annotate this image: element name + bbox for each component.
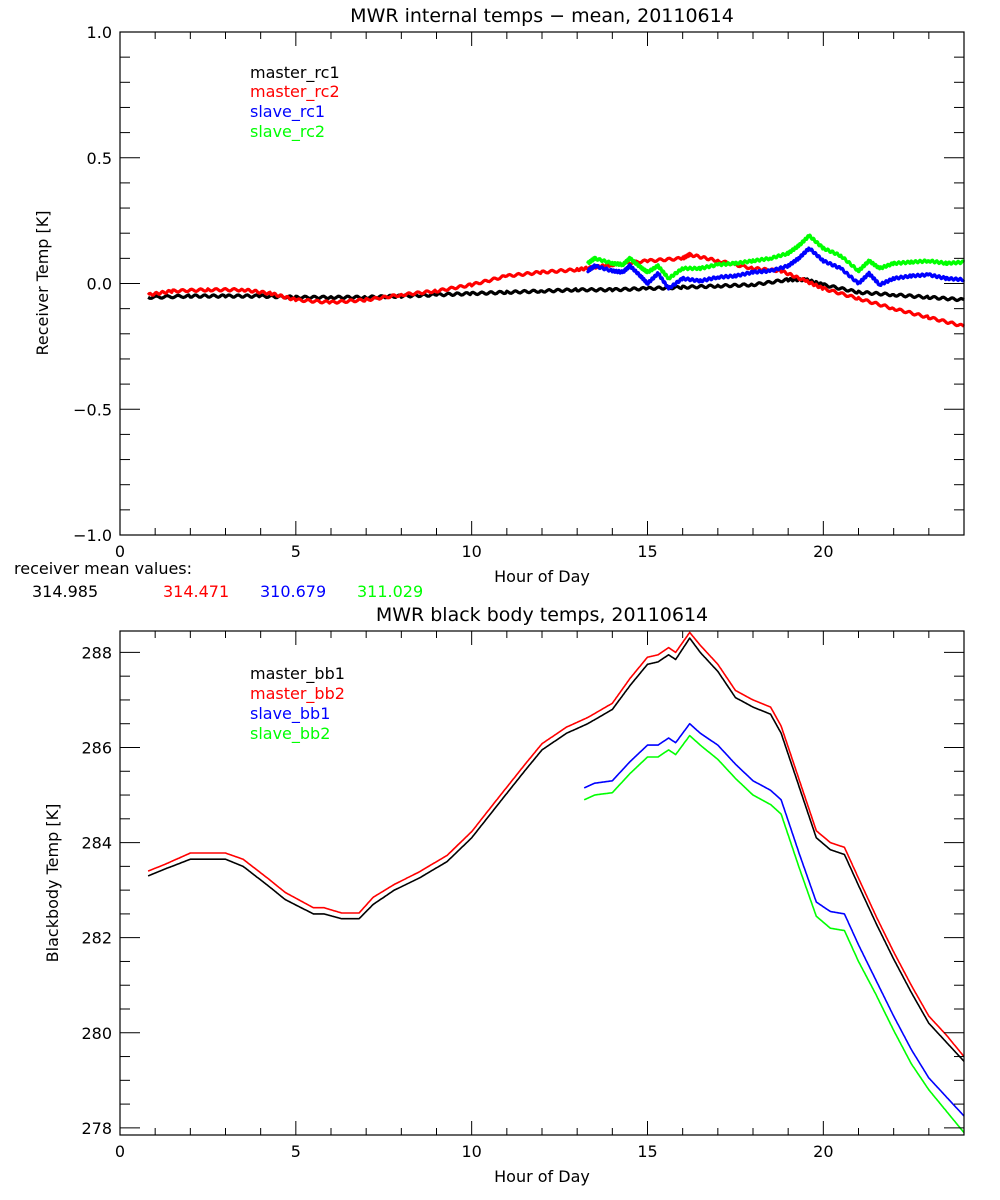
bottom-legend: master_bb1 master_bb2 slave_bb1 slave_bb… bbox=[250, 664, 345, 744]
top-plot-frame bbox=[119, 31, 965, 536]
receiver-mean-label: receiver mean values: bbox=[14, 559, 192, 578]
legend-slave-rc2: slave_rc2 bbox=[250, 122, 325, 142]
top-series-master-rc2 bbox=[146, 251, 965, 328]
top-chart-title: MWR internal temps − mean, 20110614 bbox=[350, 5, 734, 27]
bottom-y-tick-label: 280 bbox=[81, 1024, 112, 1043]
legend-slave-bb2: slave_bb2 bbox=[250, 724, 330, 744]
top-series-slave-rc1 bbox=[586, 246, 966, 291]
bottom-series-slave-bb1 bbox=[583, 722, 965, 1117]
bottom-x-tick-label: 5 bbox=[291, 1142, 301, 1161]
bottom-x-tick-label: 10 bbox=[461, 1142, 481, 1161]
bottom-x-tick-label: 15 bbox=[637, 1142, 657, 1161]
legend-master-rc1: master_rc1 bbox=[250, 63, 340, 83]
legend-slave-rc1: slave_rc1 bbox=[250, 102, 325, 122]
bottom-y-tick-label: 284 bbox=[81, 834, 112, 853]
top-x-tick-label: 5 bbox=[291, 542, 301, 561]
receiver-mean-value-slave-rc2: 311.029 bbox=[357, 582, 423, 601]
legend-master-bb1: master_bb1 bbox=[250, 664, 345, 684]
bottom-y-axis-label: Blackbody Temp [K] bbox=[43, 804, 62, 963]
top-y-axis-label: Receiver Temp [K] bbox=[33, 210, 52, 355]
top-x-axis-label: Hour of Day bbox=[494, 567, 590, 586]
blackbody-temp-panel: MWR black body temps, 20110614 0 5 10 15 20 2… bbox=[43, 604, 965, 1186]
top-y-tick-label: 0.5 bbox=[87, 149, 112, 168]
bottom-y-tick-label: 282 bbox=[81, 929, 112, 948]
legend-master-bb2: master_bb2 bbox=[250, 684, 345, 704]
bottom-plot-frame bbox=[119, 630, 965, 1136]
receiver-temp-panel: MWR internal temps − mean, 20110614 0 5 10… bbox=[14, 5, 966, 601]
top-series-slave-rc2 bbox=[586, 233, 966, 281]
top-x-tick-label: 0 bbox=[115, 542, 125, 561]
bottom-y-tick-label: 278 bbox=[81, 1119, 112, 1138]
bottom-chart-title: MWR black body temps, 20110614 bbox=[376, 604, 708, 626]
bottom-series-slave-bb2 bbox=[583, 734, 965, 1134]
receiver-mean-value-master-rc1: 314.985 bbox=[32, 582, 98, 601]
top-series-group bbox=[146, 233, 966, 328]
bottom-series-master-bb1 bbox=[147, 637, 965, 1062]
bottom-series-master-bb2 bbox=[147, 631, 965, 1058]
top-y-tick-label: −0.5 bbox=[73, 400, 112, 419]
top-x-tick-label: 15 bbox=[637, 542, 657, 561]
legend-master-rc2: master_rc2 bbox=[250, 82, 340, 102]
top-y-tick-label: −1.0 bbox=[73, 526, 112, 545]
top-y-tick-label: 1.0 bbox=[87, 23, 112, 42]
receiver-mean-value-master-rc2: 314.471 bbox=[163, 582, 229, 601]
top-legend: master_rc1 master_rc2 slave_rc1 slave_rc… bbox=[250, 63, 340, 142]
top-x-tick-label: 20 bbox=[813, 542, 833, 561]
bottom-y-tick-label: 286 bbox=[81, 738, 112, 757]
bottom-x-axis-label: Hour of Day bbox=[494, 1167, 590, 1186]
bottom-series-group bbox=[147, 631, 965, 1134]
bottom-x-tick-label: 0 bbox=[115, 1142, 125, 1161]
receiver-mean-value-slave-rc1: 310.679 bbox=[260, 582, 326, 601]
bottom-axis-ticks: 0 5 10 15 20 278 280 282 284 286 288 bbox=[81, 631, 965, 1161]
legend-slave-bb1: slave_bb1 bbox=[250, 704, 330, 724]
top-axis-ticks: 0 5 10 15 20 −1.0 −0.5 0.0 0.5 1.0 bbox=[73, 23, 965, 561]
top-series-master-rc1 bbox=[147, 276, 965, 303]
bottom-x-tick-label: 20 bbox=[813, 1142, 833, 1161]
top-x-tick-label: 10 bbox=[461, 542, 481, 561]
bottom-y-tick-label: 288 bbox=[81, 643, 112, 662]
receiver-mean-annotation: receiver mean values: 314.985 314.471 31… bbox=[14, 559, 423, 601]
top-y-tick-label: 0.0 bbox=[87, 275, 112, 294]
